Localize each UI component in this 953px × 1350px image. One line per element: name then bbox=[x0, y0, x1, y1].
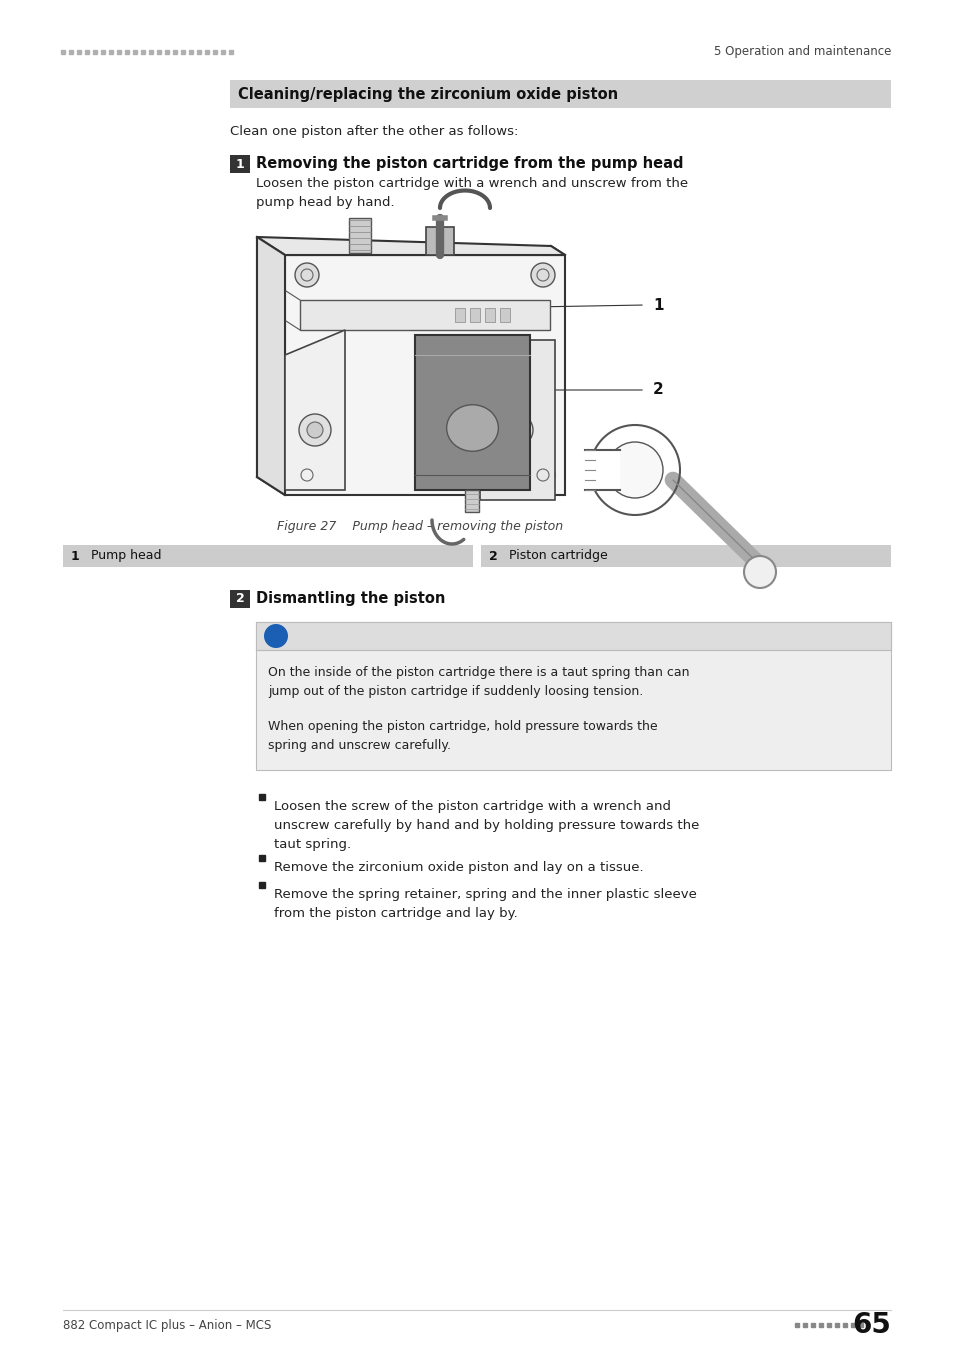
Circle shape bbox=[531, 263, 555, 288]
Text: 2: 2 bbox=[235, 593, 244, 606]
FancyBboxPatch shape bbox=[255, 622, 890, 769]
Text: Loosen the piston cartridge with a wrench and unscrew from the
pump head by hand: Loosen the piston cartridge with a wrenc… bbox=[255, 177, 687, 209]
Text: 1: 1 bbox=[652, 297, 662, 312]
Circle shape bbox=[500, 414, 533, 446]
Text: Caution: Caution bbox=[295, 629, 356, 643]
Text: Dismantling the piston: Dismantling the piston bbox=[255, 591, 445, 606]
Text: 2: 2 bbox=[489, 549, 497, 563]
Text: 5 Operation and maintenance: 5 Operation and maintenance bbox=[713, 46, 890, 58]
Circle shape bbox=[743, 556, 775, 589]
Circle shape bbox=[298, 414, 331, 446]
FancyBboxPatch shape bbox=[455, 308, 464, 323]
FancyBboxPatch shape bbox=[484, 308, 495, 323]
FancyBboxPatch shape bbox=[230, 155, 250, 173]
Text: Remove the zirconium oxide piston and lay on a tissue.: Remove the zirconium oxide piston and la… bbox=[274, 861, 643, 873]
Polygon shape bbox=[256, 238, 285, 495]
FancyBboxPatch shape bbox=[426, 227, 454, 255]
Text: On the inside of the piston cartridge there is a taut spring than can
jump out o: On the inside of the piston cartridge th… bbox=[268, 666, 689, 698]
Text: 1: 1 bbox=[235, 158, 244, 170]
Text: !: ! bbox=[273, 629, 279, 644]
Ellipse shape bbox=[446, 405, 497, 451]
FancyBboxPatch shape bbox=[499, 308, 510, 323]
Text: Clean one piston after the other as follows:: Clean one piston after the other as foll… bbox=[230, 126, 517, 138]
Text: Pump head: Pump head bbox=[91, 549, 161, 563]
FancyBboxPatch shape bbox=[255, 622, 890, 649]
Text: Cleaning/replacing the zirconium oxide piston: Cleaning/replacing the zirconium oxide p… bbox=[237, 86, 618, 101]
Circle shape bbox=[531, 463, 555, 487]
FancyBboxPatch shape bbox=[415, 335, 530, 490]
Text: Remove the spring retainer, spring and the inner plastic sleeve
from the piston : Remove the spring retainer, spring and t… bbox=[274, 888, 696, 919]
Circle shape bbox=[294, 263, 318, 288]
Polygon shape bbox=[285, 329, 345, 490]
FancyBboxPatch shape bbox=[470, 308, 479, 323]
FancyBboxPatch shape bbox=[349, 217, 371, 252]
Circle shape bbox=[264, 624, 288, 648]
Circle shape bbox=[509, 423, 524, 437]
FancyBboxPatch shape bbox=[63, 545, 473, 567]
FancyBboxPatch shape bbox=[584, 450, 619, 490]
Polygon shape bbox=[479, 340, 555, 500]
Polygon shape bbox=[256, 238, 564, 255]
Circle shape bbox=[294, 463, 318, 487]
Text: Loosen the screw of the piston cartridge with a wrench and
unscrew carefully by : Loosen the screw of the piston cartridge… bbox=[274, 801, 699, 850]
FancyBboxPatch shape bbox=[230, 80, 890, 108]
Text: 2: 2 bbox=[652, 382, 663, 397]
Text: Removing the piston cartridge from the pump head: Removing the piston cartridge from the p… bbox=[255, 157, 682, 171]
Circle shape bbox=[606, 441, 662, 498]
Text: Piston cartridge: Piston cartridge bbox=[509, 549, 607, 563]
Text: When opening the piston cartridge, hold pressure towards the
spring and unscrew : When opening the piston cartridge, hold … bbox=[268, 720, 657, 752]
FancyBboxPatch shape bbox=[464, 490, 478, 512]
FancyBboxPatch shape bbox=[285, 255, 564, 495]
Text: Figure 27    Pump head – removing the piston: Figure 27 Pump head – removing the pisto… bbox=[276, 520, 562, 533]
Text: 65: 65 bbox=[851, 1311, 890, 1339]
FancyBboxPatch shape bbox=[480, 545, 890, 567]
Text: 882 Compact IC plus – Anion – MCS: 882 Compact IC plus – Anion – MCS bbox=[63, 1319, 271, 1331]
Circle shape bbox=[307, 423, 323, 437]
FancyBboxPatch shape bbox=[299, 300, 550, 329]
FancyBboxPatch shape bbox=[230, 590, 250, 608]
Text: 1: 1 bbox=[71, 549, 80, 563]
